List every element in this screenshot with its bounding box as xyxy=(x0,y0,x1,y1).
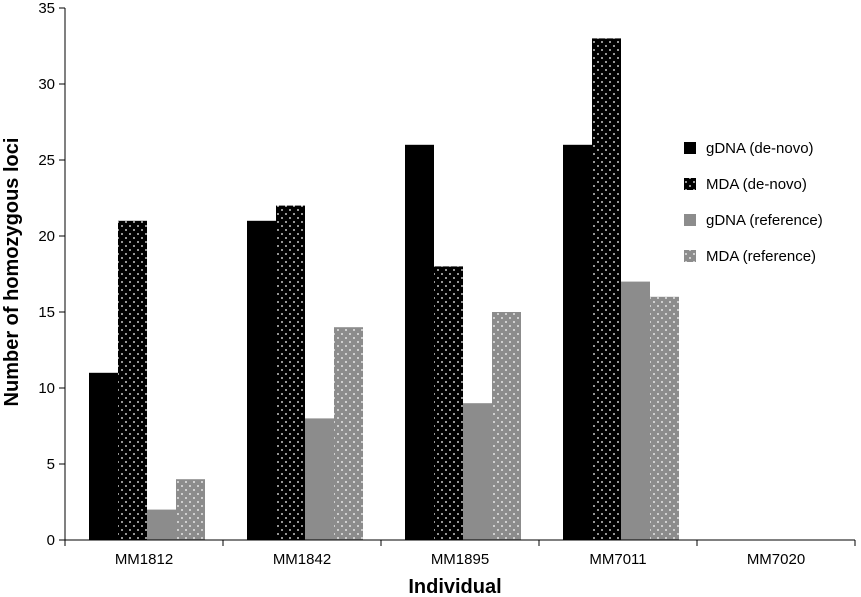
bar xyxy=(305,418,334,540)
x-axis-title: Individual xyxy=(408,576,501,597)
bars xyxy=(89,38,679,541)
bar xyxy=(176,479,205,540)
y-tick-label: 15 xyxy=(38,304,55,321)
bar xyxy=(276,205,305,540)
bar xyxy=(492,312,521,540)
legend-label: gDNA (reference) xyxy=(706,212,823,229)
bar xyxy=(147,509,176,540)
bar xyxy=(247,220,276,541)
x-tick-label: MM7020 xyxy=(747,551,805,568)
x-tick-label: MM7011 xyxy=(589,551,646,568)
legend-swatch xyxy=(684,214,696,226)
y-tick-label: 35 xyxy=(38,0,55,17)
bar xyxy=(621,281,650,540)
x-axis-ticks: MM1812 MM1842 MM1895 MM7011 MM7020 xyxy=(64,540,856,568)
legend: gDNA (de-novo) MDA (de-novo) gDNA (referen… xyxy=(684,140,823,265)
legend-label: gDNA (de-novo) xyxy=(706,140,814,157)
legend-label: MDA (reference) xyxy=(706,248,816,265)
x-tick-label: MM1812 xyxy=(115,551,173,568)
x-tick-label: MM1842 xyxy=(273,551,331,568)
bar xyxy=(334,327,363,540)
y-axis-ticks: 0 5 10 15 20 25 30 35 xyxy=(38,0,65,549)
bar xyxy=(563,144,592,541)
legend-swatch xyxy=(684,142,696,154)
bar xyxy=(434,266,463,540)
bar xyxy=(405,144,434,541)
y-tick-label: 20 xyxy=(38,228,55,245)
axes xyxy=(64,8,855,541)
y-tick-label: 10 xyxy=(38,380,55,397)
bar xyxy=(592,38,621,541)
legend-label: MDA (de-novo) xyxy=(706,176,807,193)
y-tick-label: 0 xyxy=(47,532,55,549)
bar xyxy=(118,220,147,541)
bar xyxy=(89,372,118,540)
legend-swatch xyxy=(684,250,696,262)
legend-swatch xyxy=(684,178,696,190)
bar xyxy=(650,296,679,540)
bar xyxy=(463,403,492,540)
y-tick-label: 30 xyxy=(38,76,55,93)
y-tick-label: 5 xyxy=(47,456,55,473)
y-tick-label: 25 xyxy=(38,152,55,169)
x-tick-label: MM1895 xyxy=(431,551,489,568)
y-axis-title: Number of homozygous loci xyxy=(1,138,23,407)
